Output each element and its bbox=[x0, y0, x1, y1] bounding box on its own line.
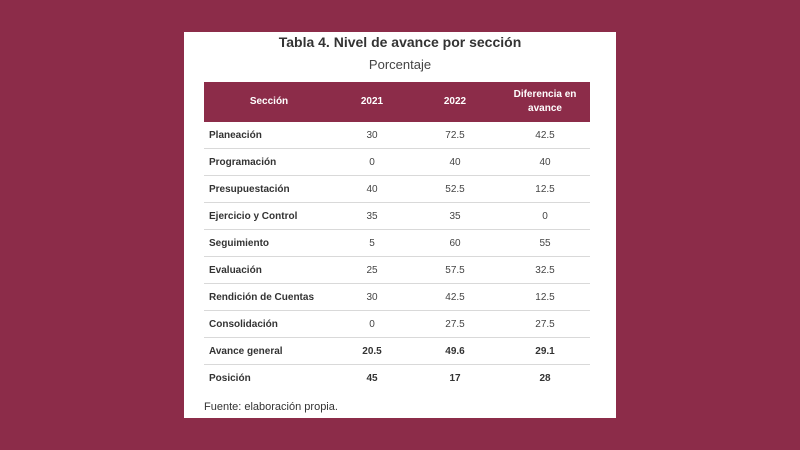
table-card: Tabla 4. Nivel de avance por sección Por… bbox=[184, 32, 616, 418]
header-diferencia: Diferencia en avance bbox=[500, 82, 590, 122]
cell-2022: 42.5 bbox=[410, 283, 500, 311]
cell-2022: 57.5 bbox=[410, 256, 500, 284]
progress-table: Sección 2021 2022 Diferencia en avance P… bbox=[204, 82, 590, 391]
cell-diferencia: 0 bbox=[500, 202, 590, 230]
table-row: Planeación 30 72.5 42.5 bbox=[204, 122, 590, 149]
cell-seccion: Rendición de Cuentas bbox=[204, 283, 334, 311]
cell-2021: 40 bbox=[334, 175, 410, 203]
cell-diferencia: 42.5 bbox=[500, 122, 590, 149]
cell-2022: 72.5 bbox=[410, 122, 500, 149]
cell-2021: 5 bbox=[334, 229, 410, 257]
cell-diferencia: 32.5 bbox=[500, 256, 590, 284]
table-subtitle: Porcentaje bbox=[368, 57, 432, 72]
cell-diferencia: 28 bbox=[539, 372, 551, 384]
table-row: Evaluación 25 57.5 32.5 bbox=[204, 256, 590, 284]
cell-2022: 60 bbox=[410, 229, 500, 257]
cell-2021: 25 bbox=[334, 256, 410, 284]
cell-2022: 27.5 bbox=[410, 310, 500, 338]
cell-seccion: Planeación bbox=[204, 122, 334, 149]
cell-diferencia: 55 bbox=[500, 229, 590, 257]
header-2022: 2022 bbox=[410, 82, 500, 122]
cell-2021: 35 bbox=[334, 202, 410, 230]
table-row: Programación 0 40 40 bbox=[204, 148, 590, 176]
table-row: Ejercicio y Control 35 35 0 bbox=[204, 202, 590, 230]
cell-2022: 49.6 bbox=[410, 337, 500, 365]
cell-2022: 40 bbox=[410, 148, 500, 176]
cell-seccion: Seguimiento bbox=[204, 229, 334, 257]
cell-2021: 30 bbox=[334, 283, 410, 311]
cell-2022: 52.5 bbox=[410, 175, 500, 203]
table-header-row: Sección 2021 2022 Diferencia en avance bbox=[204, 82, 590, 122]
cell-seccion: Programación bbox=[204, 148, 334, 176]
cell-diferencia: 12.5 bbox=[500, 175, 590, 203]
table-row-total: Avance general 20.5 49.6 29.1 bbox=[204, 337, 590, 365]
table-title: Tabla 4. Nivel de avance por sección bbox=[278, 34, 522, 50]
cell-diferencia: 27.5 bbox=[500, 310, 590, 338]
cell-seccion: Ejercicio y Control bbox=[204, 202, 334, 230]
cell-seccion: Evaluación bbox=[204, 256, 334, 284]
cell-seccion: Posición bbox=[209, 372, 251, 384]
cell-seccion: Consolidación bbox=[204, 310, 334, 338]
cell-seccion: Presupuestación bbox=[204, 175, 334, 203]
cell-2021: 45 bbox=[366, 372, 378, 384]
cell-2021: 20.5 bbox=[334, 337, 410, 365]
cell-2022: 35 bbox=[410, 202, 500, 230]
cell-2021: 0 bbox=[334, 148, 410, 176]
table-row-position: Posición 45 17 28 bbox=[204, 365, 590, 392]
cell-diferencia: 40 bbox=[500, 148, 590, 176]
cell-2022: 17 bbox=[449, 372, 461, 384]
table-row: Presupuestación 40 52.5 12.5 bbox=[204, 175, 590, 203]
table-row: Seguimiento 5 60 55 bbox=[204, 229, 590, 257]
cell-2021: 0 bbox=[334, 310, 410, 338]
cell-diferencia: 12.5 bbox=[500, 283, 590, 311]
table-row: Rendición de Cuentas 30 42.5 12.5 bbox=[204, 283, 590, 311]
cell-diferencia: 29.1 bbox=[500, 337, 590, 365]
source-footnote: Fuente: elaboración propia. bbox=[204, 401, 338, 413]
table-row: Consolidación 0 27.5 27.5 bbox=[204, 310, 590, 338]
cell-seccion: Avance general bbox=[204, 337, 334, 365]
header-seccion: Sección bbox=[204, 82, 334, 122]
cell-2021: 30 bbox=[334, 122, 410, 149]
header-2021: 2021 bbox=[334, 82, 410, 122]
